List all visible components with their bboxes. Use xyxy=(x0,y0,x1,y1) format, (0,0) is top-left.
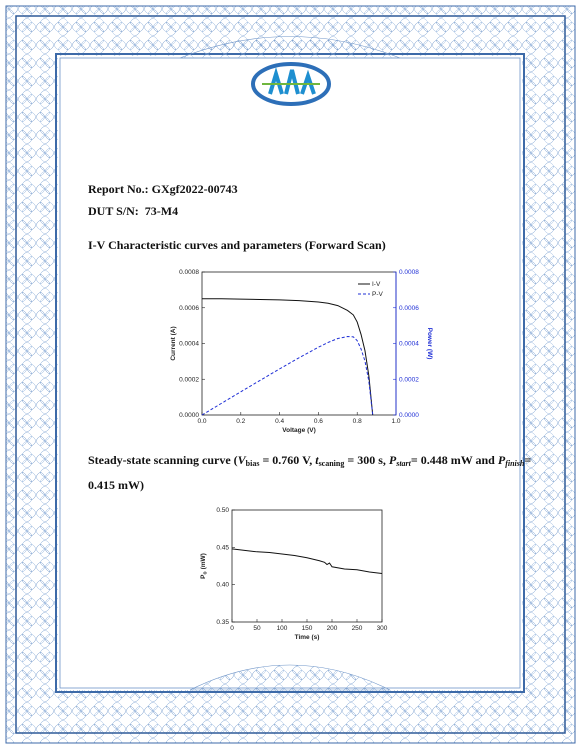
subscript: scaning xyxy=(319,459,345,468)
x-tick-label: 0.8 xyxy=(353,418,362,425)
text: = 300 s, xyxy=(344,453,389,467)
y2-tick-label: 0.0004 xyxy=(399,341,419,348)
x-axis-label: Voltage (V) xyxy=(282,427,315,434)
text: = xyxy=(524,453,531,467)
y2-tick-label: 0.0002 xyxy=(399,376,419,383)
subscript: start xyxy=(395,459,411,468)
text: Steady-state scanning curve ( xyxy=(88,453,238,467)
iv-heading: I-V Characteristic curves and parameters… xyxy=(88,238,386,252)
x-tick-label: 100 xyxy=(277,625,288,632)
text: = 0.760 V, xyxy=(259,453,315,467)
y-tick-label: 0.0002 xyxy=(179,376,199,383)
subscript: finish xyxy=(505,459,525,468)
subscript: bias xyxy=(246,459,260,468)
y2-axis-label: Power (W) xyxy=(426,328,433,360)
x-tick-label: 150 xyxy=(302,625,313,632)
legend-label: P-V xyxy=(372,291,384,298)
y-tick-label: 0.0000 xyxy=(179,412,199,419)
x-tick-label: 0.6 xyxy=(314,418,323,425)
x-tick-label: 250 xyxy=(352,625,363,632)
y2-tick-label: 0.0000 xyxy=(399,412,419,419)
subscript: o xyxy=(203,571,209,574)
unit: (mW) xyxy=(200,553,207,569)
x-tick-label: 300 xyxy=(377,625,388,632)
text: = 0.448 mW and xyxy=(411,453,498,467)
steady-heading: Steady-state scanning curve (Vbias = 0.7… xyxy=(88,453,531,468)
y-tick-label: 0.50 xyxy=(216,507,229,514)
y-tick-label: 0.0004 xyxy=(179,341,199,348)
page: { "report_no": "Report No.: GXgf2022-007… xyxy=(0,0,581,749)
y-axis-label: Current (A) xyxy=(170,326,177,360)
y2-tick-label: 0.0006 xyxy=(399,305,419,312)
dut-serial: DUT S/N: 73-M4 xyxy=(88,204,178,218)
x-tick-label: 50 xyxy=(253,625,261,632)
logo xyxy=(253,64,329,104)
x-axis-label: Time (s) xyxy=(295,634,320,641)
legend-label: I-V xyxy=(372,281,381,288)
x-tick-label: 0.0 xyxy=(197,418,206,425)
y-tick-label: 0.45 xyxy=(216,544,229,551)
y-tick-label: 0.0008 xyxy=(179,269,199,276)
x-tick-label: 0.4 xyxy=(275,418,284,425)
y-tick-label: 0.40 xyxy=(216,582,229,589)
y-tick-label: 0.0006 xyxy=(179,305,199,312)
steady-heading-cont: 0.415 mW) xyxy=(88,478,144,492)
y-tick-label: 0.35 xyxy=(216,619,229,626)
y2-tick-label: 0.0008 xyxy=(399,269,419,276)
x-tick-label: 0 xyxy=(230,625,234,632)
document: Report No.: GXgf2022-00743 DUT S/N: 73-M… xyxy=(0,0,581,749)
x-tick-label: 1.0 xyxy=(391,418,400,425)
x-tick-label: 0.2 xyxy=(236,418,245,425)
x-tick-label: 200 xyxy=(327,625,338,632)
report-number: Report No.: GXgf2022-00743 xyxy=(88,182,238,196)
